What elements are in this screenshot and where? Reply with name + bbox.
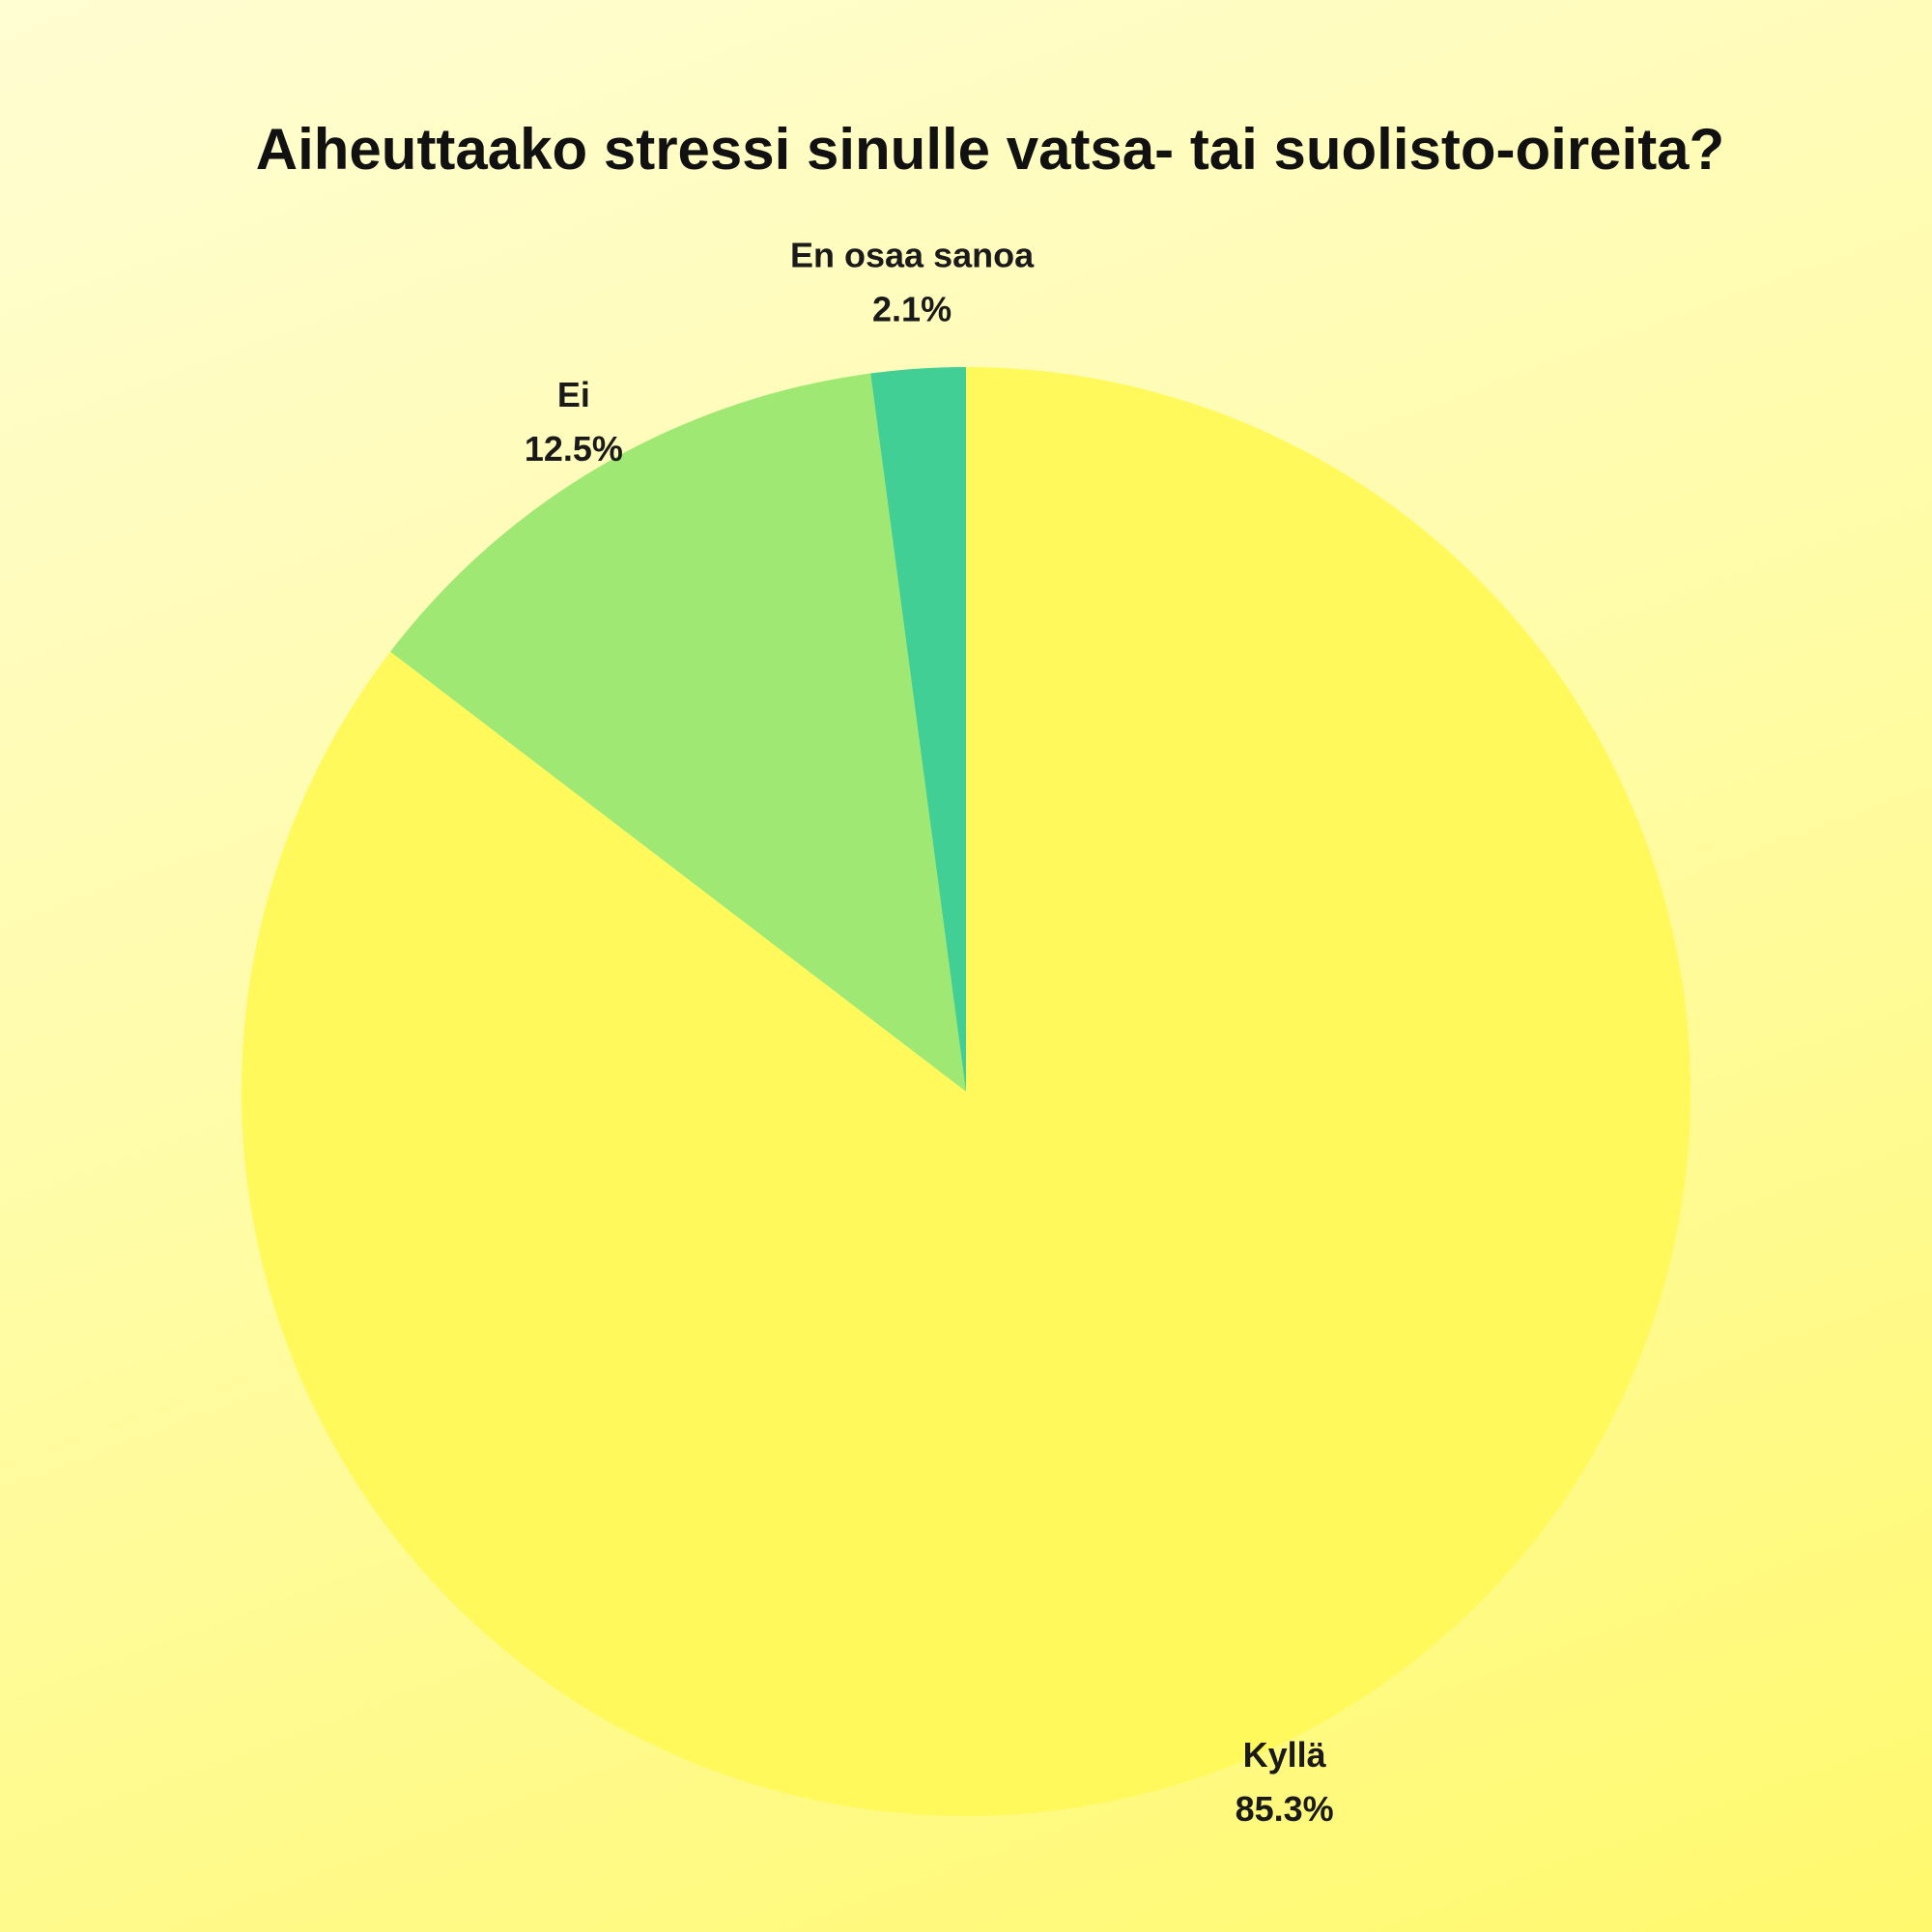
pie-slice-kyll: [242, 367, 1691, 1816]
slice-label-value: 85.3%: [1236, 1789, 1334, 1829]
pie-labels: Kyllä 85.3% Ei 12.5% En osaa sanoa 2.1%: [525, 235, 1334, 1829]
slice-label-value: 12.5%: [525, 429, 623, 469]
chart-title: Aiheuttaako stressi sinulle vatsa- tai s…: [256, 117, 1724, 182]
pie-slice-en-osaa-sanoa: [870, 367, 966, 1092]
slice-label-name: Ei: [557, 375, 590, 414]
slice-label-value: 2.1%: [872, 289, 952, 328]
slice-label-name: Kyllä: [1243, 1735, 1327, 1775]
pie-slice-ei: [390, 373, 967, 1092]
pie-slices: [242, 367, 1691, 1816]
slice-label-name: En osaa sanoa: [790, 235, 1035, 274]
